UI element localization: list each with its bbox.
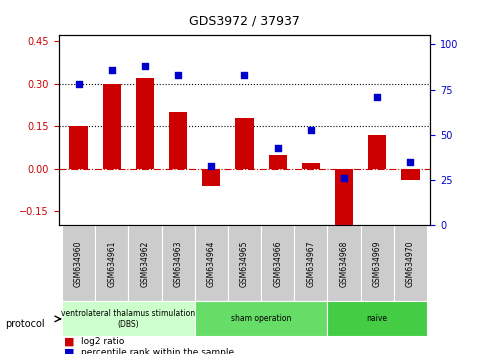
FancyBboxPatch shape: [261, 225, 294, 302]
Bar: [102, 84, 121, 169]
Point: [174, 72, 182, 78]
FancyBboxPatch shape: [161, 225, 194, 302]
Text: GSM634968: GSM634968: [339, 240, 348, 287]
Text: log2 ratio: log2 ratio: [81, 337, 124, 346]
Text: GSM634966: GSM634966: [273, 240, 282, 287]
Bar: [235, 118, 253, 169]
Text: percentile rank within the sample: percentile rank within the sample: [81, 348, 233, 354]
Text: GSM634962: GSM634962: [140, 240, 149, 287]
Point: [340, 176, 347, 181]
Bar: [69, 126, 87, 169]
FancyBboxPatch shape: [227, 225, 261, 302]
Text: GSM634970: GSM634970: [405, 240, 414, 287]
Text: ■: ■: [63, 337, 74, 347]
Text: ■: ■: [63, 347, 74, 354]
Text: naive: naive: [366, 314, 387, 324]
Text: ventrolateral thalamus stimulation
(DBS): ventrolateral thalamus stimulation (DBS): [61, 309, 195, 329]
Point: [108, 67, 116, 73]
FancyBboxPatch shape: [194, 302, 327, 336]
Point: [372, 94, 380, 100]
FancyBboxPatch shape: [62, 225, 95, 302]
Bar: [136, 78, 154, 169]
Bar: [169, 112, 187, 169]
Text: GSM634967: GSM634967: [306, 240, 315, 287]
Text: GSM634960: GSM634960: [74, 240, 83, 287]
FancyBboxPatch shape: [327, 302, 426, 336]
Bar: [202, 169, 220, 186]
Text: protocol: protocol: [5, 319, 44, 329]
FancyBboxPatch shape: [327, 225, 360, 302]
Bar: [301, 163, 319, 169]
Text: GDS3972 / 37937: GDS3972 / 37937: [189, 14, 299, 27]
Bar: [367, 135, 386, 169]
FancyBboxPatch shape: [128, 225, 161, 302]
FancyBboxPatch shape: [95, 225, 128, 302]
Point: [75, 81, 82, 87]
Bar: [334, 169, 352, 225]
FancyBboxPatch shape: [393, 225, 426, 302]
Point: [207, 163, 215, 169]
Text: GSM634964: GSM634964: [206, 240, 215, 287]
Point: [240, 72, 248, 78]
Text: GSM634965: GSM634965: [240, 240, 248, 287]
Text: GSM634963: GSM634963: [173, 240, 182, 287]
Text: sham operation: sham operation: [230, 314, 291, 324]
FancyBboxPatch shape: [294, 225, 327, 302]
FancyBboxPatch shape: [62, 302, 194, 336]
Bar: [401, 169, 419, 180]
FancyBboxPatch shape: [360, 225, 393, 302]
Bar: [268, 155, 286, 169]
Text: GSM634961: GSM634961: [107, 240, 116, 287]
Point: [273, 145, 281, 150]
FancyBboxPatch shape: [194, 225, 227, 302]
Point: [406, 159, 413, 165]
Text: GSM634969: GSM634969: [372, 240, 381, 287]
Point: [141, 63, 148, 69]
Point: [306, 127, 314, 132]
